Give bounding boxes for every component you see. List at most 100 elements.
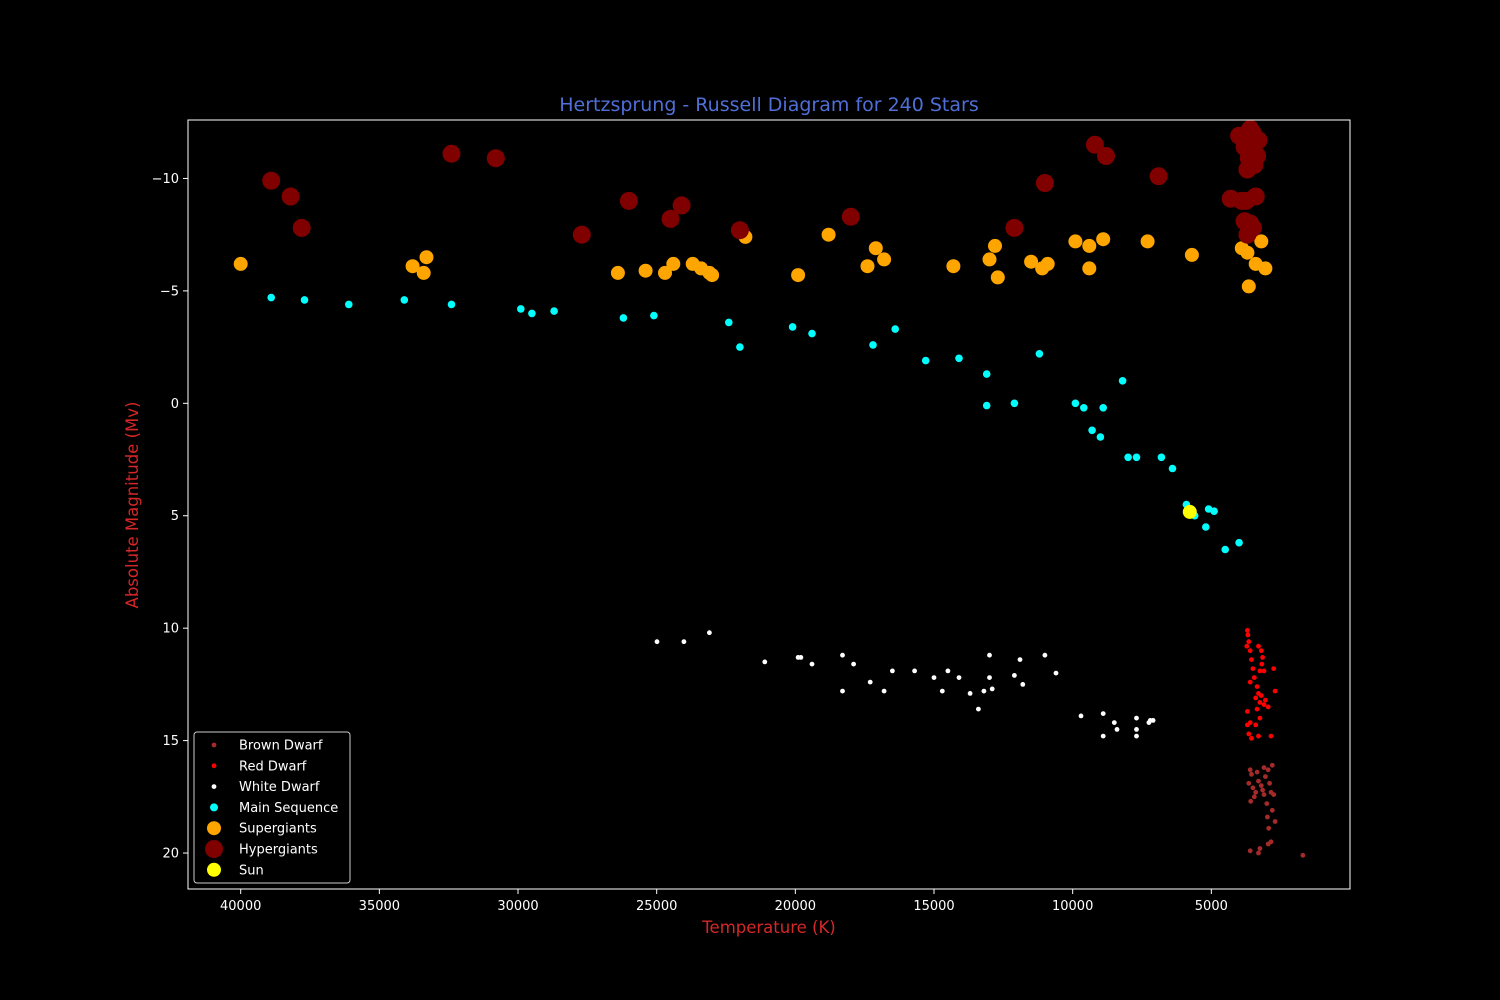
data-point	[610, 265, 625, 280]
data-point	[867, 679, 873, 685]
data-point	[300, 296, 309, 304]
data-point	[988, 238, 1002, 253]
x-tick-label: 5000	[1195, 899, 1228, 914]
x-axis-ticks: 40000 35000 30000 25000 20000 15000 10000 5000	[220, 889, 1228, 914]
data-point	[1257, 846, 1263, 851]
data-point	[956, 675, 962, 680]
data-point	[1245, 709, 1250, 714]
data-point	[1012, 673, 1017, 678]
data-point	[869, 341, 877, 349]
data-point	[1265, 704, 1271, 710]
data-point	[1184, 247, 1199, 262]
data-point	[1271, 666, 1277, 671]
data-point	[1040, 256, 1055, 271]
data-point	[442, 144, 461, 163]
data-point	[1260, 787, 1265, 793]
legend-label: Supergiants	[239, 822, 317, 837]
data-point	[1042, 652, 1048, 658]
data-point	[1263, 774, 1268, 779]
data-point	[1243, 218, 1262, 237]
x-tick-label: 15000	[913, 899, 954, 914]
data-point	[281, 187, 300, 206]
data-point	[1254, 234, 1269, 249]
data-point	[939, 688, 945, 694]
data-point	[661, 209, 680, 228]
data-point	[1221, 545, 1229, 554]
chart-title: Hertzsprung - Russell Diagram for 240 St…	[559, 94, 978, 116]
data-point	[1250, 785, 1256, 791]
series-hypergiants	[262, 120, 1268, 244]
data-point	[1240, 245, 1255, 260]
data-point	[405, 259, 420, 274]
legend-marker	[211, 742, 217, 748]
data-point	[1111, 720, 1117, 725]
y-tick-label: 20	[162, 847, 179, 862]
data-point	[1263, 697, 1268, 703]
legend-label: White Dwarf	[239, 780, 320, 795]
data-point	[982, 370, 991, 378]
data-point	[1249, 771, 1254, 777]
data-point	[1068, 234, 1083, 249]
data-point	[1258, 648, 1264, 654]
data-point	[650, 311, 658, 320]
data-point	[982, 401, 991, 410]
y-tick-label: 0	[171, 397, 179, 412]
data-point	[262, 171, 281, 190]
series-sun	[1182, 504, 1197, 519]
series-brown-dwarf	[1246, 762, 1306, 858]
data-point	[1269, 807, 1275, 813]
data-point	[1247, 848, 1253, 854]
data-point	[1118, 377, 1127, 385]
data-point	[1258, 261, 1273, 276]
data-point	[1024, 254, 1039, 269]
data-point	[921, 356, 930, 365]
data-point	[1253, 695, 1259, 701]
legend-marker	[211, 784, 217, 789]
y-tick-label: 15	[162, 734, 179, 749]
series-supergiants	[233, 227, 1273, 294]
data-point	[1146, 720, 1152, 725]
data-point	[1272, 688, 1278, 694]
data-point	[1202, 523, 1210, 531]
data-point	[1096, 433, 1105, 441]
data-point	[1235, 538, 1243, 547]
data-point	[1257, 715, 1263, 721]
data-point	[1259, 661, 1265, 667]
data-point	[890, 668, 895, 674]
data-point	[788, 323, 797, 331]
legend-marker	[207, 862, 221, 877]
data-point	[1053, 670, 1059, 676]
x-axis-label: Temperature (K)	[701, 918, 835, 937]
data-point	[1010, 399, 1019, 408]
data-point	[990, 270, 1005, 285]
data-point	[1124, 453, 1132, 462]
data-point	[1265, 841, 1271, 847]
y-tick-label: −10	[152, 172, 179, 187]
data-point	[1246, 731, 1252, 737]
data-point	[1256, 778, 1261, 784]
data-point	[982, 252, 997, 267]
data-point	[1257, 668, 1263, 674]
legend-label: Main Sequence	[239, 801, 338, 816]
data-point	[1300, 852, 1306, 858]
data-point	[1005, 218, 1024, 237]
data-point	[681, 639, 687, 645]
data-point	[1265, 767, 1271, 773]
series-red-dwarf	[1244, 628, 1278, 741]
data-point	[672, 196, 691, 215]
data-point	[762, 659, 768, 665]
data-points	[233, 120, 1306, 858]
data-point	[1080, 404, 1088, 412]
data-point	[528, 309, 536, 318]
data-point	[1114, 727, 1120, 732]
data-point	[1100, 733, 1106, 739]
data-point	[1261, 668, 1267, 674]
legend-label: Hypergiants	[239, 843, 318, 858]
data-point	[1244, 643, 1250, 649]
data-point	[791, 268, 806, 283]
data-point	[1247, 767, 1253, 773]
data-point	[1266, 825, 1272, 831]
data-point	[1249, 735, 1254, 741]
y-tick-label: 10	[162, 622, 179, 637]
data-point	[447, 300, 456, 309]
